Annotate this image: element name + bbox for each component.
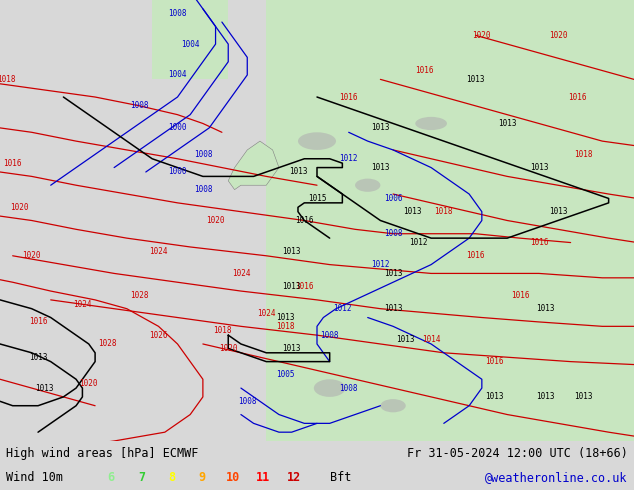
Text: 8: 8 (168, 471, 176, 484)
Text: 1024: 1024 (149, 247, 168, 256)
Text: 1016: 1016 (295, 216, 314, 225)
Text: 11: 11 (256, 471, 270, 484)
Text: 1020: 1020 (219, 344, 238, 353)
Text: 1016: 1016 (466, 251, 485, 260)
Text: 1024: 1024 (257, 309, 276, 318)
Text: 1016: 1016 (295, 282, 314, 291)
Text: Fr 31-05-2024 12:00 UTC (18+66): Fr 31-05-2024 12:00 UTC (18+66) (407, 447, 628, 460)
Text: 1018: 1018 (0, 75, 16, 84)
Text: 1016: 1016 (339, 93, 358, 101)
Text: 1026: 1026 (149, 331, 168, 340)
Text: 1016: 1016 (510, 291, 529, 300)
Text: 1008: 1008 (193, 185, 212, 194)
Text: 6: 6 (107, 471, 115, 484)
Ellipse shape (415, 117, 447, 130)
Text: 1020: 1020 (10, 203, 29, 212)
Text: 1016: 1016 (529, 238, 548, 247)
Text: 1012: 1012 (371, 260, 390, 269)
Text: 1028: 1028 (130, 291, 149, 300)
Text: 1013: 1013 (384, 304, 403, 313)
Text: 1013: 1013 (371, 123, 390, 132)
Text: 1020: 1020 (22, 251, 41, 260)
Text: 1013: 1013 (35, 384, 54, 392)
Text: 7: 7 (138, 471, 145, 484)
Text: 1008: 1008 (384, 229, 403, 238)
Text: 1020: 1020 (206, 216, 225, 225)
Text: 1013: 1013 (498, 119, 517, 128)
Text: 1004: 1004 (181, 40, 200, 49)
Text: 1012: 1012 (409, 238, 428, 247)
Text: 1004: 1004 (168, 71, 187, 79)
Text: 1008: 1008 (193, 150, 212, 159)
Text: 1024: 1024 (231, 269, 250, 278)
Text: 1016: 1016 (415, 66, 434, 75)
Text: 1016: 1016 (567, 93, 586, 101)
Text: Wind 10m: Wind 10m (6, 471, 63, 484)
Text: 1008: 1008 (238, 397, 257, 406)
Text: 1018: 1018 (212, 326, 231, 335)
Text: Bft: Bft (330, 471, 352, 484)
Text: 1013: 1013 (29, 353, 48, 362)
Ellipse shape (355, 179, 380, 192)
Text: 1008: 1008 (320, 331, 339, 340)
Text: 1008: 1008 (168, 9, 187, 18)
Text: 1013: 1013 (574, 392, 593, 401)
Text: 1015: 1015 (307, 194, 327, 203)
Polygon shape (228, 141, 279, 190)
Text: 1020: 1020 (472, 31, 491, 40)
Text: 1016: 1016 (485, 357, 504, 366)
Text: 1013: 1013 (282, 247, 301, 256)
Text: 1012: 1012 (339, 154, 358, 163)
Text: 1000: 1000 (168, 168, 187, 176)
Text: 1016: 1016 (29, 318, 48, 326)
Text: 1013: 1013 (536, 392, 555, 401)
FancyBboxPatch shape (266, 0, 634, 441)
Text: 1018: 1018 (276, 322, 295, 331)
Text: 1013: 1013 (384, 269, 403, 278)
Text: 1013: 1013 (276, 313, 295, 322)
Text: 1000: 1000 (168, 123, 187, 132)
Ellipse shape (314, 379, 346, 397)
Text: 1013: 1013 (403, 207, 422, 216)
Text: 1020: 1020 (548, 31, 567, 40)
Text: 1006: 1006 (384, 194, 403, 203)
Text: 1013: 1013 (282, 282, 301, 291)
Text: 9: 9 (198, 471, 206, 484)
Text: 1008: 1008 (130, 101, 149, 110)
Text: @weatheronline.co.uk: @weatheronline.co.uk (485, 471, 628, 484)
Text: 1016: 1016 (3, 159, 22, 168)
Text: 1013: 1013 (396, 335, 415, 344)
Text: 1028: 1028 (98, 340, 117, 348)
Text: 1018: 1018 (434, 207, 453, 216)
Text: 1013: 1013 (529, 163, 548, 172)
Text: 1013: 1013 (548, 207, 567, 216)
Text: 1014: 1014 (422, 335, 441, 344)
Text: 1013: 1013 (485, 392, 504, 401)
Text: 10: 10 (226, 471, 240, 484)
Text: 1018: 1018 (574, 150, 593, 159)
Ellipse shape (298, 132, 336, 150)
Text: 1013: 1013 (282, 344, 301, 353)
Text: 1020: 1020 (79, 379, 98, 388)
Text: 1013: 1013 (371, 163, 390, 172)
Text: 12: 12 (287, 471, 301, 484)
Text: 1024: 1024 (73, 300, 92, 309)
Text: 1005: 1005 (276, 370, 295, 379)
Text: 1013: 1013 (466, 75, 485, 84)
Text: 1013: 1013 (288, 168, 307, 176)
FancyBboxPatch shape (152, 0, 228, 79)
Text: 1008: 1008 (339, 384, 358, 392)
Text: High wind areas [hPa] ECMWF: High wind areas [hPa] ECMWF (6, 447, 198, 460)
Ellipse shape (380, 399, 406, 413)
Text: 1013: 1013 (536, 304, 555, 313)
Text: 1012: 1012 (333, 304, 352, 313)
